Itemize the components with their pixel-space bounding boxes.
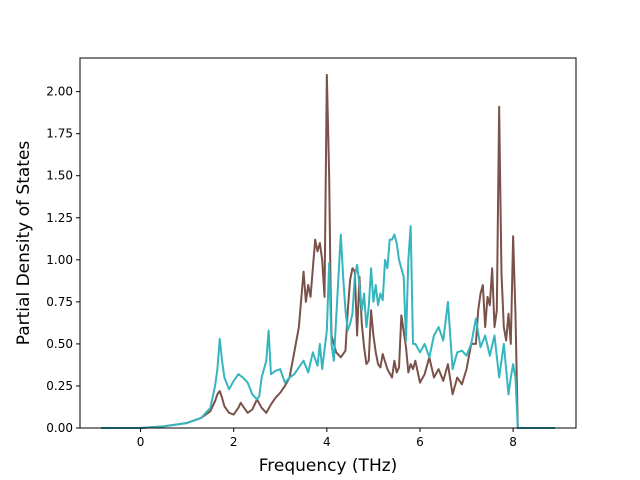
y-tick-label: 1.50 [46, 169, 73, 183]
y-tick-label: 1.25 [46, 211, 73, 225]
x-tick-label: 6 [416, 435, 424, 449]
y-axis-ticks: 0.00 0.25 0.50 0.75 1.00 1.25 1.50 1.75 2.00 [46, 85, 80, 435]
y-tick-label: 1.75 [46, 127, 73, 141]
series-line-1 [100, 73, 556, 429]
x-axis-ticks: 0 2 4 6 8 [137, 428, 517, 449]
x-tick-label: 0 [137, 435, 145, 449]
x-tick-label: 4 [323, 435, 331, 449]
y-tick-label: 0.75 [46, 295, 73, 309]
x-axis-title: Frequency (THz) [259, 456, 398, 476]
y-tick-label: 0.25 [46, 379, 73, 393]
series-line-2 [100, 225, 556, 429]
y-axis-title: Partial Density of States [14, 141, 34, 346]
y-tick-label: 0.50 [46, 337, 73, 351]
series-layer [100, 73, 556, 429]
y-tick-label: 0.00 [46, 421, 73, 435]
plot-area-frame [79, 57, 577, 429]
y-tick-label: 2.00 [46, 85, 73, 99]
y-tick-label: 1.00 [46, 253, 73, 267]
x-tick-label: 2 [230, 435, 238, 449]
x-tick-label: 8 [509, 435, 517, 449]
